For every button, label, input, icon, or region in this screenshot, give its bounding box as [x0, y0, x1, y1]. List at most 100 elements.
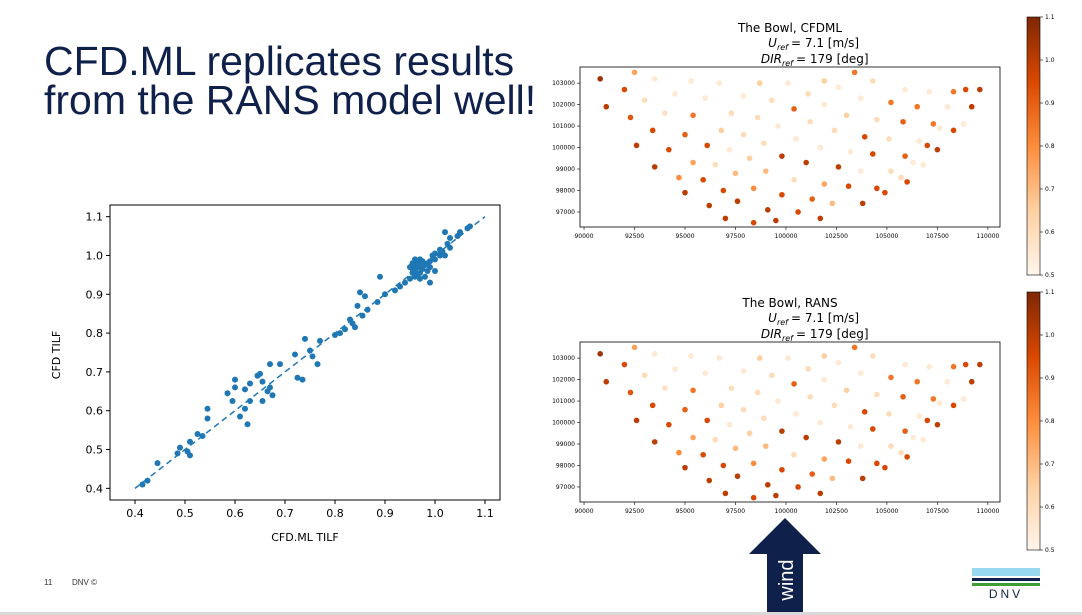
page-number: 11 — [44, 578, 53, 587]
turbine-point — [902, 428, 908, 434]
turbine-point — [829, 475, 836, 482]
x-tick-label: 102500 — [825, 233, 848, 240]
turbine-point — [769, 97, 775, 104]
y-tick-label: 0.8 — [86, 327, 104, 340]
data-point — [439, 248, 446, 255]
turbine-point — [930, 396, 937, 402]
map-x-ticks: 90000 92500 95000 97500 100000 102500 105000 10… — [574, 502, 1000, 515]
turbine-point — [728, 385, 735, 391]
turbine-point — [944, 103, 951, 110]
y-tick-label: 103000 — [552, 80, 575, 87]
turbine-point — [869, 151, 876, 157]
turbine-point — [926, 88, 933, 95]
colorbar-tick-label: 1.1 — [1045, 14, 1055, 21]
data-point — [232, 384, 238, 391]
turbine-point — [795, 209, 801, 215]
turbine-point — [718, 402, 725, 409]
data-point — [337, 330, 343, 337]
turbine-point — [874, 460, 880, 467]
turbine-point — [764, 207, 771, 213]
turbine-point — [791, 451, 797, 458]
turbine-point — [904, 454, 910, 460]
turbine-point — [621, 361, 628, 368]
turbine-point — [902, 361, 908, 368]
colorbar-tick-label: 0.6 — [1045, 504, 1055, 511]
y-tick-label: 100000 — [552, 420, 575, 427]
turbine-point — [851, 69, 858, 76]
colorbar-tick-label: 1.0 — [1045, 57, 1055, 64]
data-point — [342, 326, 348, 333]
turbine-point — [859, 475, 866, 482]
turbine-point — [720, 187, 727, 194]
data-point — [294, 374, 301, 381]
turbine-point — [857, 443, 864, 449]
data-point — [144, 477, 151, 484]
turbine-point — [968, 378, 975, 385]
turbine-point — [750, 494, 757, 501]
turbine-point — [712, 436, 719, 443]
turbine-point — [740, 368, 747, 374]
x-tick-label: 107500 — [926, 508, 949, 515]
turbine-point — [857, 95, 864, 101]
y-tick-label: 97000 — [556, 209, 575, 216]
data-point — [259, 378, 266, 385]
data-point — [232, 376, 238, 383]
y-tick-label: 102000 — [552, 377, 575, 384]
data-point — [354, 302, 361, 309]
turbine-point — [960, 121, 967, 127]
turbine-point — [700, 451, 706, 458]
turbine-point — [924, 417, 931, 424]
colorbar-tick-label: 0.7 — [1045, 186, 1055, 193]
turbine-point — [682, 131, 688, 138]
turbine-point — [603, 378, 610, 385]
data-point — [392, 287, 398, 294]
data-point — [292, 351, 298, 358]
turbine-point — [960, 396, 967, 402]
turbine-point — [886, 411, 892, 417]
data-point — [247, 380, 253, 387]
turbine-point — [676, 449, 682, 456]
turbine-point — [847, 149, 854, 155]
y-tick-label: 0.7 — [86, 366, 104, 379]
data-point — [259, 398, 266, 405]
turbine-point — [734, 473, 741, 480]
turbine-point — [631, 69, 638, 76]
data-point — [444, 240, 451, 247]
colorbar-tick-label: 0.5 — [1045, 272, 1055, 279]
uref-value: = 7.1 [m/s] — [791, 311, 859, 325]
logo-band-light — [972, 568, 1040, 576]
data-point — [407, 275, 413, 282]
x-tick-label: 105000 — [875, 233, 898, 240]
x-tick-label: 0.5 — [176, 507, 194, 520]
turbine-point — [845, 183, 852, 189]
turbine-point — [756, 80, 763, 86]
turbine-point — [821, 101, 828, 108]
turbine-point — [688, 78, 694, 84]
data-point — [432, 267, 438, 274]
turbine-point — [631, 344, 638, 351]
x-tick-label: 110000 — [976, 233, 999, 240]
turbine-point — [910, 434, 916, 441]
turbine-point — [857, 370, 864, 376]
data-point — [269, 392, 276, 399]
uref-label: Uref — [768, 311, 789, 327]
y-tick-label: 101000 — [552, 398, 575, 405]
turbine-point — [950, 127, 957, 134]
x-tick-label: 97500 — [726, 508, 745, 515]
data-point — [467, 223, 473, 230]
turbine-point — [898, 449, 904, 456]
turbine-point — [672, 91, 678, 97]
turbine-point — [762, 443, 769, 449]
x-tick-label: 102500 — [825, 508, 848, 515]
data-point — [352, 324, 358, 331]
turbine-point — [682, 406, 688, 413]
turbine-point — [902, 153, 908, 159]
colorbar-gradient — [1026, 16, 1041, 276]
y-tick-label: 100000 — [552, 145, 575, 152]
turbine-point — [791, 106, 797, 112]
data-point — [154, 460, 161, 467]
plot-frame — [109, 204, 501, 501]
turbine-point — [740, 406, 747, 413]
colorbar-tick-label: 0.9 — [1045, 100, 1055, 107]
turbine-point — [754, 389, 761, 396]
